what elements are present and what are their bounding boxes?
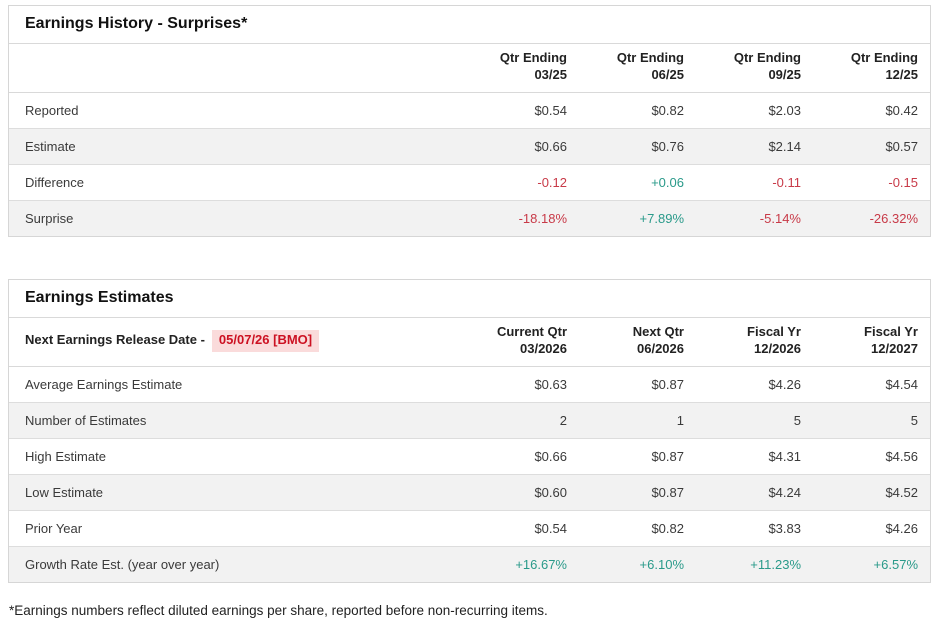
value-cell: $0.82 <box>579 510 696 547</box>
table-row-growth-rate-est: Growth Rate Est. (year over year) +16.67… <box>9 546 930 582</box>
row-label: High Estimate <box>9 438 462 475</box>
value-cell: -0.11 <box>696 164 813 201</box>
history-column-header: Qtr Ending 03/25 <box>462 44 579 93</box>
value-cell: +16.67% <box>515 556 567 572</box>
value-cell: $4.26 <box>813 510 930 547</box>
value-cell: $0.87 <box>579 438 696 475</box>
column-header-line2: 12/2027 <box>871 340 918 356</box>
value-cell: +7.89% <box>639 210 684 226</box>
value-cell: 2 <box>462 402 579 439</box>
table-row-prior-year: Prior Year $0.54 $0.82 $3.83 $4.26 <box>9 510 930 547</box>
value-cell: $4.52 <box>813 474 930 511</box>
table-row-surprise: Surprise -18.18% +7.89% -5.14% -26.32% <box>9 200 930 236</box>
value-cell: -0.15 <box>813 164 930 201</box>
estimates-column-header: Fiscal Yr 12/2026 <box>696 317 813 367</box>
value-cell: 1 <box>579 402 696 439</box>
column-header-line1: Next Qtr <box>632 323 684 339</box>
value-cell: $0.82 <box>579 92 696 129</box>
table-row-average-earnings-estimate: Average Earnings Estimate $0.63 $0.87 $4… <box>9 366 930 403</box>
row-label: Reported <box>9 92 462 129</box>
table-row-estimate: Estimate $0.66 $0.76 $2.14 $0.57 <box>9 128 930 165</box>
value-cell: $0.57 <box>813 128 930 165</box>
value-cell: $3.83 <box>696 510 813 547</box>
value-cell: $4.54 <box>813 366 930 403</box>
table-row-number-of-estimates: Number of Estimates 2 1 5 5 <box>9 402 930 439</box>
table-row-difference: Difference -0.12 +0.06 -0.11 -0.15 <box>9 164 930 201</box>
value-cell: $0.54 <box>462 510 579 547</box>
value-cell: -26.32% <box>869 210 918 226</box>
row-label: Prior Year <box>9 510 462 547</box>
value-cell: +11.23% <box>750 556 801 572</box>
row-label: Growth Rate Est. (year over year) <box>25 556 220 572</box>
value-cell: $0.66 <box>462 128 579 165</box>
estimates-column-header: Fiscal Yr 12/2027 <box>813 317 930 367</box>
row-label: Number of Estimates <box>9 402 462 439</box>
earnings-estimates-section: Earnings Estimates Next Earnings Release… <box>8 278 931 583</box>
row-label: Average Earnings Estimate <box>9 366 462 403</box>
value-cell: $0.60 <box>462 474 579 511</box>
value-cell: $4.24 <box>696 474 813 511</box>
release-date-label: Next Earnings Release Date - <box>25 331 205 347</box>
value-cell: -0.12 <box>462 164 579 201</box>
table-row-reported: Reported $0.54 $0.82 $2.03 $0.42 <box>9 92 930 129</box>
column-header-line1: Qtr Ending <box>733 50 801 65</box>
column-header-line1: Qtr Ending <box>850 50 918 65</box>
history-header-empty <box>9 44 462 93</box>
column-header-line2: 12/2026 <box>754 340 801 356</box>
release-date-badge: 05/07/26 [BMO] <box>211 329 320 352</box>
table-row-high-estimate: High Estimate $0.66 $0.87 $4.31 $4.56 <box>9 438 930 475</box>
table-row-low-estimate: Low Estimate $0.60 $0.87 $4.24 $4.52 <box>9 474 930 511</box>
value-cell: $2.14 <box>696 128 813 165</box>
earnings-history-section: Earnings History - Surprises* Qtr Ending… <box>8 5 931 237</box>
row-label: Estimate <box>9 128 462 165</box>
value-cell: +6.57% <box>873 556 918 572</box>
value-cell: -18.18% <box>518 210 567 226</box>
earnings-footnote: *Earnings numbers reflect diluted earnin… <box>9 602 548 618</box>
column-header-line2: 12/25 <box>885 66 918 82</box>
value-cell: 5 <box>696 402 813 439</box>
column-header-line2: 03/2026 <box>520 340 567 356</box>
value-cell: $0.42 <box>813 92 930 129</box>
row-label: Difference <box>9 164 462 201</box>
column-header-line1: Fiscal Yr <box>747 323 801 339</box>
value-cell: +0.06 <box>579 164 696 201</box>
column-header-line2: 06/2026 <box>637 340 684 356</box>
value-cell: $2.03 <box>696 92 813 129</box>
earnings-estimates-table: Next Earnings Release Date - 05/07/26 [BM… <box>9 317 930 582</box>
column-header-line1: Qtr Ending <box>616 50 684 65</box>
history-column-header: Qtr Ending 09/25 <box>696 44 813 93</box>
next-earnings-release: Next Earnings Release Date - 05/07/26 [BM… <box>9 317 462 367</box>
history-column-header: Qtr Ending 06/25 <box>579 44 696 93</box>
column-header-line2: 06/25 <box>651 66 684 82</box>
value-cell: $0.87 <box>579 474 696 511</box>
row-label: Low Estimate <box>9 474 462 511</box>
value-cell: -5.14% <box>759 210 801 226</box>
history-header-row: Qtr Ending 03/25 Qtr Ending 06/25 Qtr En… <box>9 44 930 93</box>
column-header-line2: 09/25 <box>768 66 801 82</box>
earnings-history-table: Qtr Ending 03/25 Qtr Ending 06/25 Qtr En… <box>9 44 930 236</box>
earnings-estimates-title: Earnings Estimates <box>9 280 930 318</box>
estimates-column-header: Next Qtr 06/2026 <box>579 317 696 367</box>
column-header-line1: Current Qtr <box>496 323 567 339</box>
estimates-header-row: Next Earnings Release Date - 05/07/26 [BM… <box>9 317 930 367</box>
value-cell: $0.76 <box>579 128 696 165</box>
earnings-history-title: Earnings History - Surprises* <box>9 6 930 44</box>
column-header-line1: Qtr Ending <box>499 50 567 65</box>
estimates-column-header: Current Qtr 03/2026 <box>462 317 579 367</box>
value-cell: $0.66 <box>462 438 579 475</box>
row-label: Surprise <box>25 210 74 226</box>
history-column-header: Qtr Ending 12/25 <box>813 44 930 93</box>
value-cell: +6.10% <box>639 556 684 572</box>
value-cell: $0.54 <box>462 92 579 129</box>
value-cell: $4.26 <box>696 366 813 403</box>
column-header-line1: Fiscal Yr <box>864 323 918 339</box>
value-cell: $4.31 <box>696 438 813 475</box>
value-cell: $4.56 <box>813 438 930 475</box>
value-cell: 5 <box>813 402 930 439</box>
value-cell: $0.63 <box>462 366 579 403</box>
column-header-line2: 03/25 <box>534 66 567 82</box>
value-cell: $0.87 <box>579 366 696 403</box>
